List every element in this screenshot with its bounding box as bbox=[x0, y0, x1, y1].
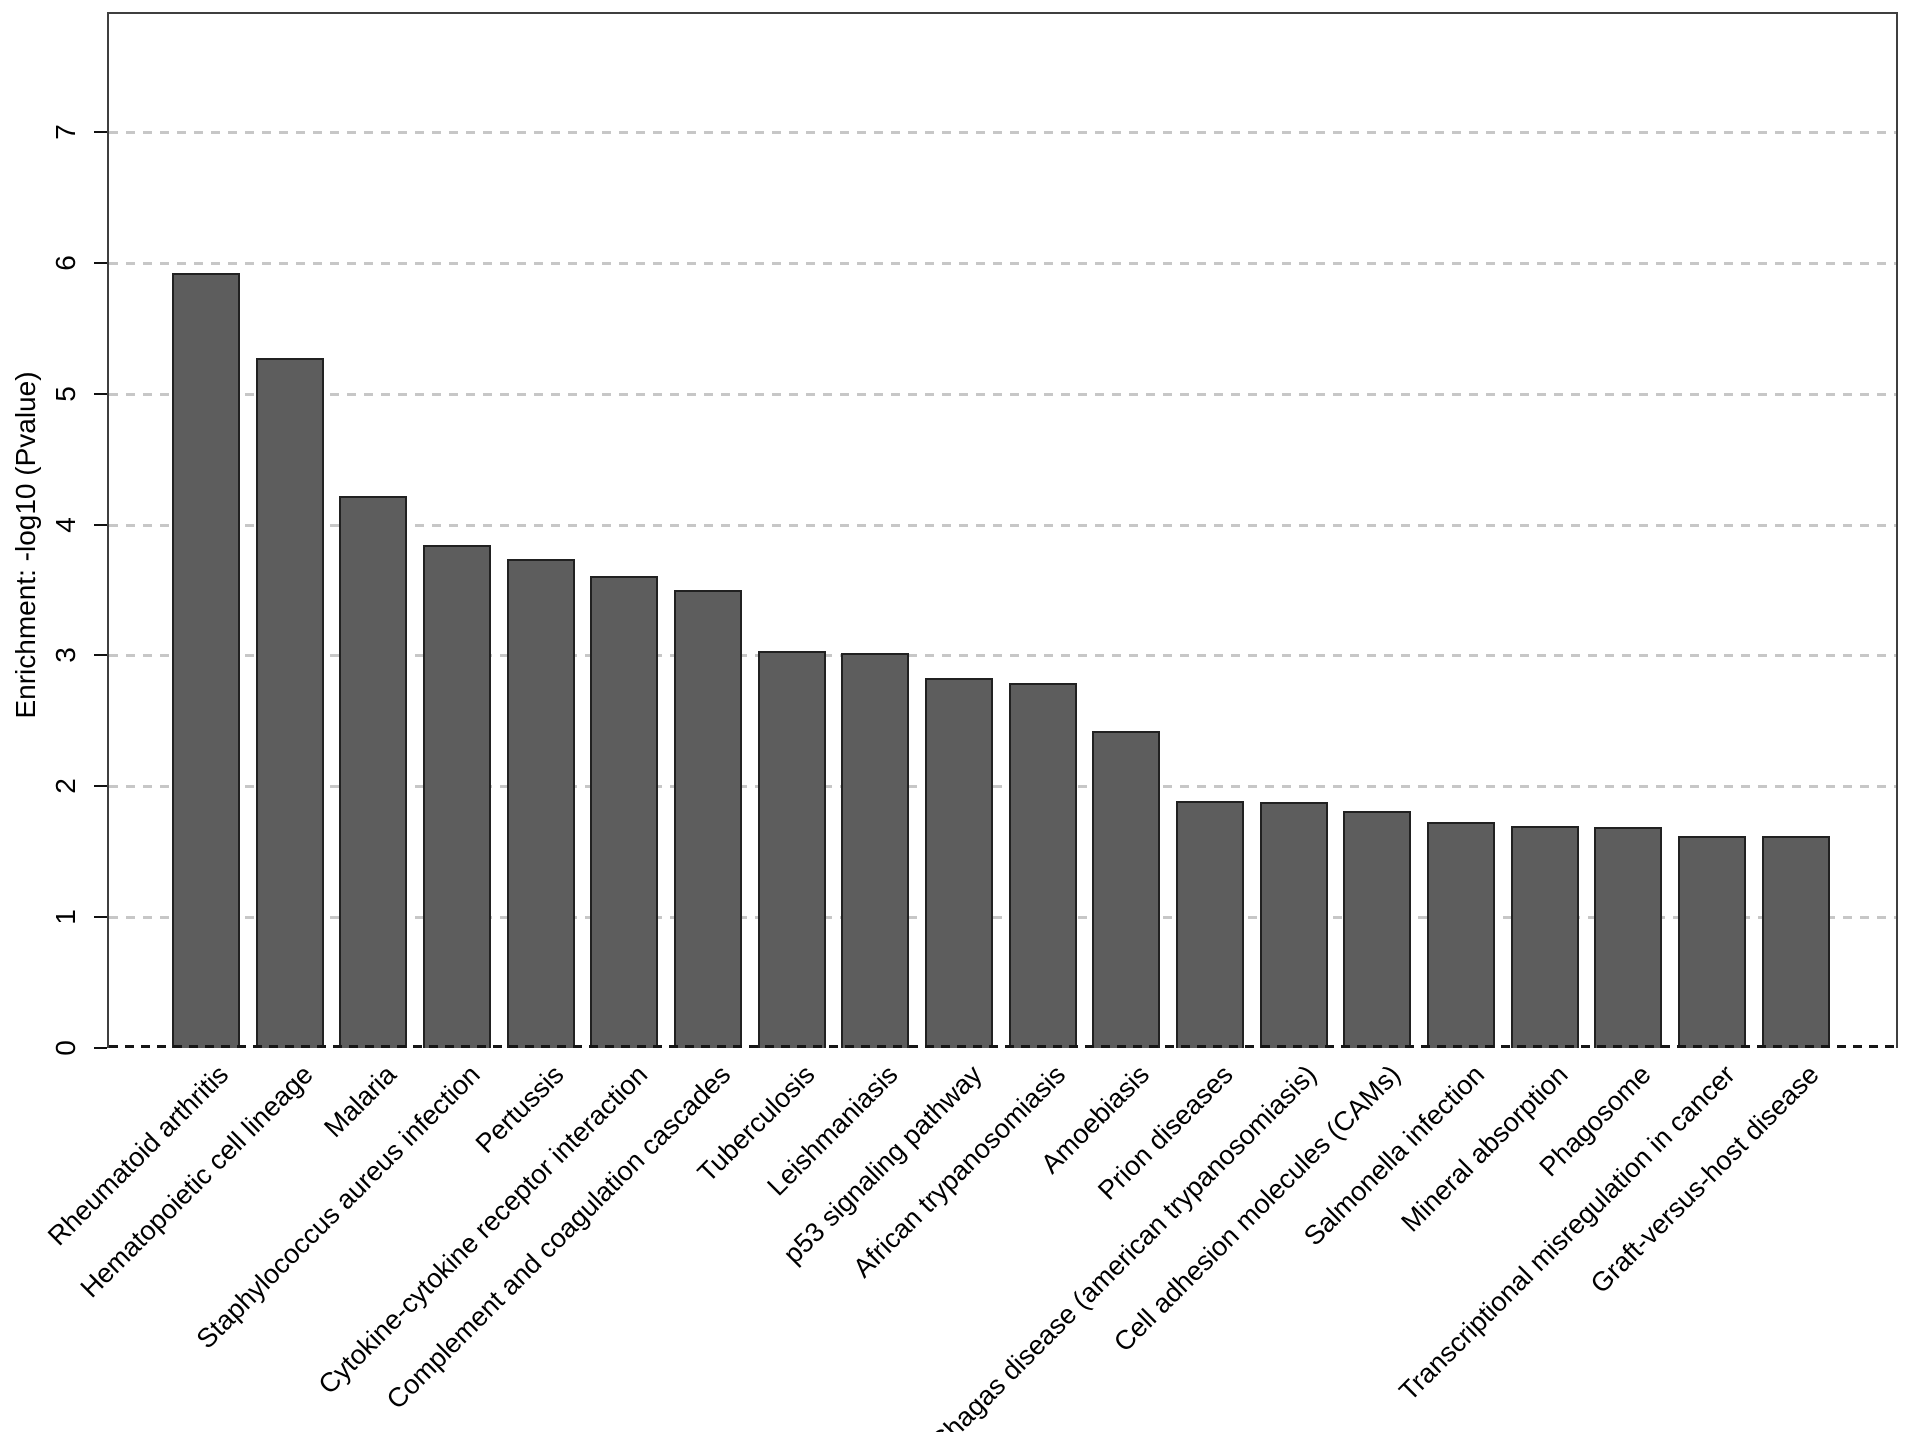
y-tick-mark-6 bbox=[94, 261, 107, 264]
bar-2 bbox=[255, 358, 324, 1048]
bar-11 bbox=[1008, 683, 1077, 1048]
bar-12 bbox=[1092, 731, 1161, 1048]
bar-10 bbox=[925, 678, 994, 1048]
y-tick-label-2: 2 bbox=[50, 778, 81, 795]
gridline-y2 bbox=[109, 785, 1896, 789]
bar-5 bbox=[506, 559, 575, 1048]
bar-16 bbox=[1427, 822, 1496, 1048]
gridline-y4 bbox=[109, 523, 1896, 527]
y-tick-mark-1 bbox=[94, 916, 107, 919]
y-tick-label-1: 1 bbox=[50, 909, 81, 925]
bar-14 bbox=[1259, 802, 1328, 1048]
x-category-label: Chagas disease (american trypanosomiasis… bbox=[924, 1059, 1323, 1432]
bar-20 bbox=[1761, 836, 1830, 1048]
bar-1 bbox=[172, 273, 240, 1048]
gridline-y7 bbox=[109, 130, 1896, 134]
y-tick-mark-0 bbox=[94, 1047, 107, 1049]
bars-container bbox=[172, 14, 1830, 1048]
y-tick-mark-5 bbox=[94, 392, 107, 395]
y-tick-mark-4 bbox=[94, 523, 107, 526]
y-tick-label-6: 6 bbox=[50, 255, 81, 271]
bar-8 bbox=[757, 651, 826, 1048]
zero-gridline bbox=[109, 1045, 1896, 1048]
x-category-label: Malaria bbox=[318, 1059, 402, 1144]
gridline-y5 bbox=[109, 392, 1896, 396]
bar-3 bbox=[339, 496, 408, 1048]
bar-4 bbox=[423, 545, 492, 1048]
gridline-y6 bbox=[109, 261, 1896, 265]
y-tick-mark-7 bbox=[94, 130, 107, 133]
y-tick-label-0: 0 bbox=[50, 1040, 81, 1056]
y-tick-label-4: 4 bbox=[50, 516, 81, 533]
y-tick-label-7: 7 bbox=[50, 124, 81, 140]
y-tick-mark-3 bbox=[94, 654, 107, 657]
bar-7 bbox=[674, 590, 743, 1048]
bar-17 bbox=[1510, 826, 1579, 1048]
bar-19 bbox=[1678, 836, 1747, 1048]
plot-area bbox=[107, 12, 1898, 1048]
bar-9 bbox=[841, 653, 910, 1048]
bar-15 bbox=[1343, 811, 1412, 1048]
y-tick-mark-2 bbox=[94, 785, 107, 788]
gridline-y3 bbox=[109, 654, 1896, 658]
gridline-y1 bbox=[109, 916, 1896, 920]
bar-13 bbox=[1176, 801, 1245, 1048]
bar-6 bbox=[590, 576, 659, 1048]
y-tick-label-5: 5 bbox=[50, 385, 81, 402]
bar-18 bbox=[1594, 827, 1663, 1048]
y-tick-label-3: 3 bbox=[50, 647, 81, 664]
y-axis-title: Enrichment: -log10 (Pvalue) bbox=[10, 371, 41, 719]
